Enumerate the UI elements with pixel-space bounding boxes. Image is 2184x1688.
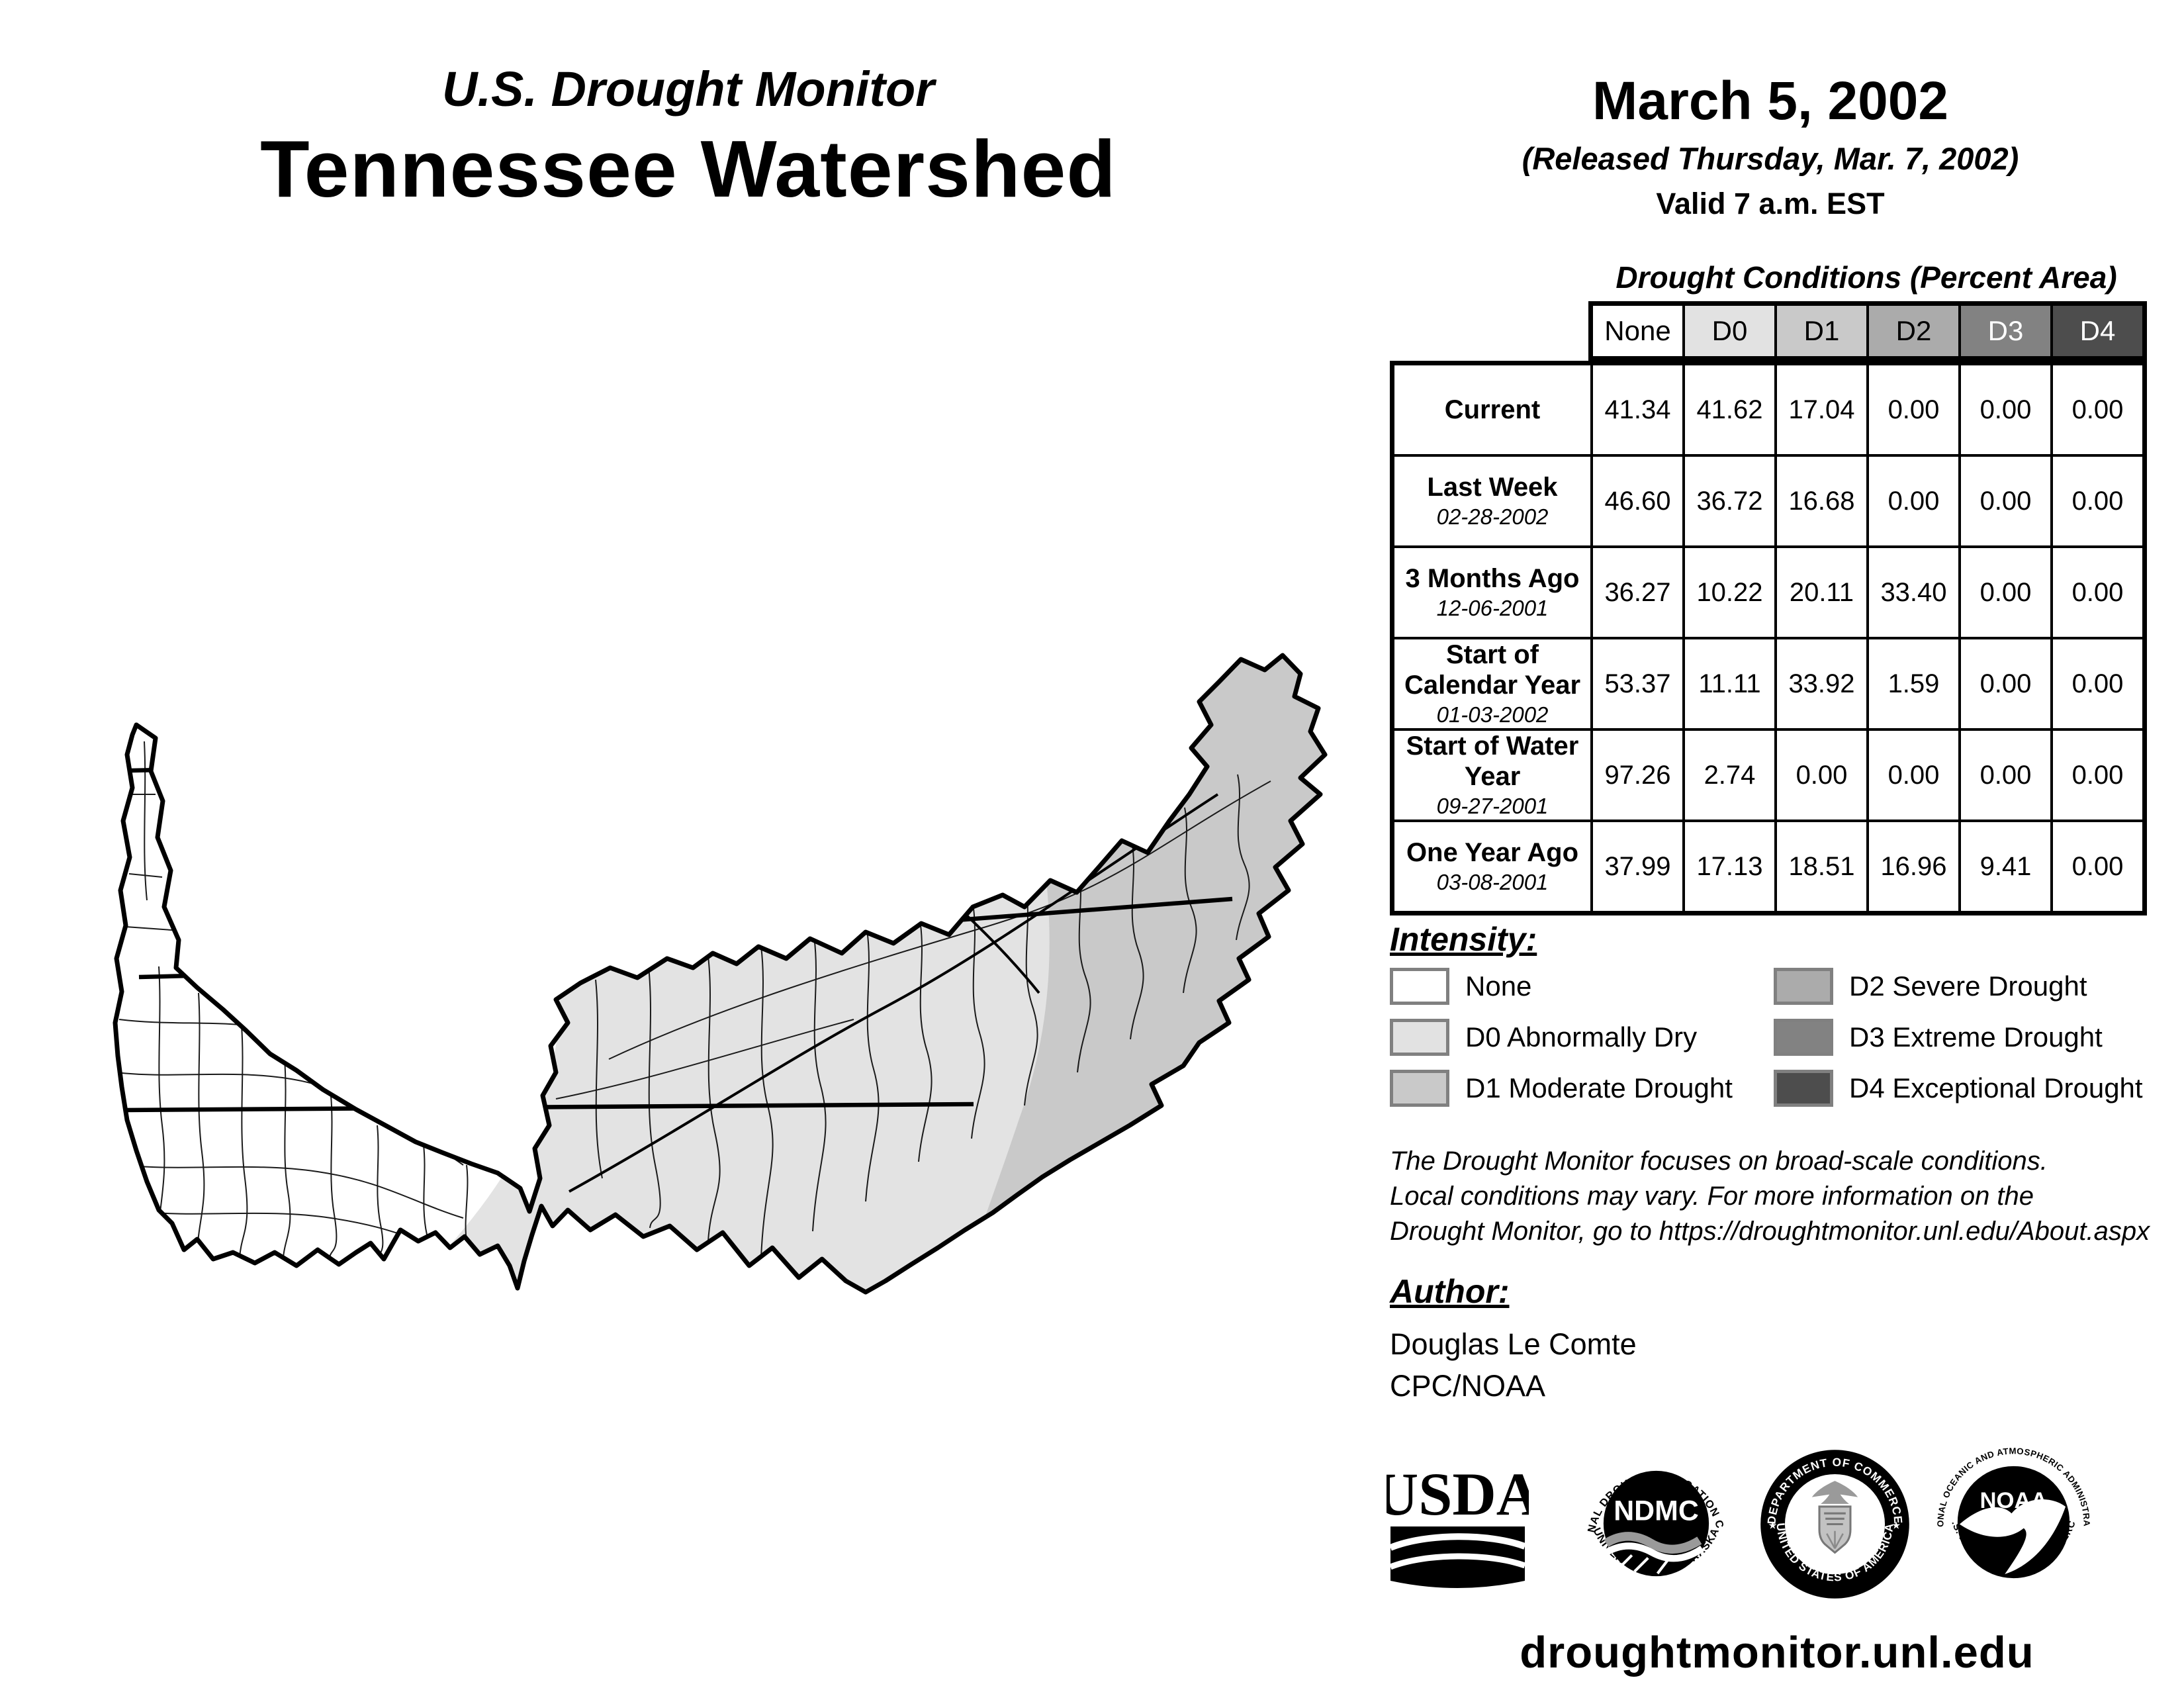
disclaimer-text: The Drought Monitor focuses on broad-sca… <box>1390 1147 2150 1246</box>
value-cell: 37.99 <box>1592 821 1684 912</box>
value-cell: 0.00 <box>1960 638 2052 729</box>
author-name: Douglas Le Comte <box>1390 1327 1637 1361</box>
row-label-start-water-year: Start of Water Year 09-27-2001 <box>1393 729 1592 821</box>
value-cell: 36.72 <box>1684 455 1776 547</box>
legend-item-d3: D3 Extreme Drought <box>1774 1019 2103 1056</box>
value-cell: 17.04 <box>1776 364 1868 455</box>
col-header-d4: D4 <box>2052 305 2144 357</box>
value-cell: 10.22 <box>1684 547 1776 638</box>
value-cell: 0.00 <box>1868 364 1960 455</box>
author-heading: Author: <box>1390 1273 1510 1310</box>
value-cell: 0.00 <box>1868 455 1960 547</box>
table-row: Current 41.34 41.62 17.04 0.00 0.00 0.00 <box>1393 364 2144 455</box>
row-label-last-week: Last Week 02-28-2002 <box>1393 455 1592 547</box>
value-cell: 18.51 <box>1776 821 1868 912</box>
col-header-d3: D3 <box>1960 305 2052 357</box>
report-title: U.S. Drought Monitor <box>442 62 934 117</box>
legend-swatch-d2 <box>1774 968 1833 1005</box>
value-cell: 9.41 <box>1960 821 2052 912</box>
legend-item-d1: D1 Moderate Drought <box>1390 1070 1733 1107</box>
table-row: One Year Ago 03-08-2001 37.99 17.13 18.51… <box>1393 821 2144 912</box>
legend-swatch-none <box>1390 968 1449 1005</box>
value-cell: 46.60 <box>1592 455 1684 547</box>
watershed-outline <box>113 653 1328 1295</box>
county-borders <box>115 694 1271 1262</box>
col-header-none: None <box>1592 305 1684 357</box>
value-cell: 0.00 <box>2052 729 2144 821</box>
legend-swatch-d1 <box>1390 1070 1449 1107</box>
noaa-wordmark: NOAA <box>1979 1488 2047 1513</box>
legend-heading: Intensity: <box>1390 921 1537 958</box>
value-cell: 0.00 <box>2052 364 2144 455</box>
table-header-row: None D0 D1 D2 D3 D4 <box>1588 301 2147 361</box>
table-row: Start of Water Year 09-27-2001 97.26 2.74… <box>1393 729 2144 821</box>
value-cell: 17.13 <box>1684 821 1776 912</box>
department-of-commerce-logo: DEPARTMENT OF COMMERCE UNITED STATES OF … <box>1754 1443 1916 1609</box>
release-date: (Released Thursday, Mar. 7, 2002) <box>1522 141 2019 176</box>
value-cell: 2.74 <box>1684 729 1776 821</box>
value-cell: 20.11 <box>1776 547 1868 638</box>
valid-time: Valid 7 a.m. EST <box>1656 187 1885 220</box>
table-title: Drought Conditions (Percent Area) <box>1615 260 2117 295</box>
noaa-gull-swoosh <box>1959 1499 2066 1575</box>
col-header-d0: D0 <box>1684 305 1776 357</box>
col-header-d2: D2 <box>1868 305 1960 357</box>
region-title: Tennessee Watershed <box>260 124 1116 214</box>
value-cell: 1.59 <box>1868 638 1960 729</box>
ndmc-logo: NATIONAL DROUGHT MITIGATION CENTER UNIVE… <box>1570 1434 1737 1609</box>
value-cell: 97.26 <box>1592 729 1684 821</box>
value-cell: 0.00 <box>1868 729 1960 821</box>
value-cell: 11.11 <box>1684 638 1776 729</box>
legend-item-d2: D2 Severe Drought <box>1774 968 2087 1005</box>
value-cell: 41.34 <box>1592 364 1684 455</box>
value-cell: 0.00 <box>2052 638 2144 729</box>
ndmc-wordmark: NDMC <box>1614 1495 1699 1526</box>
table-row: Start of Calendar Year 01-03-2002 53.37 1… <box>1393 638 2144 729</box>
droughtmonitor-url: droughtmonitor.unl.edu <box>1520 1628 2034 1677</box>
value-cell: 41.62 <box>1684 364 1776 455</box>
value-cell: 16.96 <box>1868 821 1960 912</box>
legend-swatch-d4 <box>1774 1070 1833 1107</box>
value-cell: 0.00 <box>1776 729 1868 821</box>
legend-item-none: None <box>1390 968 1531 1005</box>
value-cell: 0.00 <box>1960 547 2052 638</box>
value-cell: 33.40 <box>1868 547 1960 638</box>
row-label-start-calendar-year: Start of Calendar Year 01-03-2002 <box>1393 638 1592 729</box>
value-cell: 36.27 <box>1592 547 1684 638</box>
row-label-3-months-ago: 3 Months Ago 12-06-2001 <box>1393 547 1592 638</box>
value-cell: 0.00 <box>2052 547 2144 638</box>
legend-item-d4: D4 Exceptional Drought <box>1774 1070 2143 1107</box>
legend-item-d0: D0 Abnormally Dry <box>1390 1019 1697 1056</box>
author-org: CPC/NOAA <box>1390 1369 1546 1403</box>
value-cell: 0.00 <box>1960 729 2052 821</box>
table-row: 3 Months Ago 12-06-2001 36.27 10.22 20.11… <box>1393 547 2144 638</box>
row-label-current: Current <box>1393 364 1592 455</box>
value-cell: 0.00 <box>1960 455 2052 547</box>
legend-swatch-d3 <box>1774 1019 1833 1056</box>
value-cell: 0.00 <box>1960 364 2052 455</box>
value-cell: 0.00 <box>2052 455 2144 547</box>
noaa-logo: NATIONAL OCEANIC AND ATMOSPHERIC ADMINIS… <box>1925 1430 2098 1610</box>
value-cell: 33.92 <box>1776 638 1868 729</box>
col-header-d1: D1 <box>1776 305 1868 357</box>
drought-conditions-table: Current 41.34 41.62 17.04 0.00 0.00 0.00… <box>1390 361 2147 915</box>
svg-text:★: ★ <box>1891 1521 1901 1532</box>
svg-text:★: ★ <box>1768 1521 1777 1532</box>
doc-eagle <box>1811 1481 1858 1504</box>
usda-logo: USDA <box>1375 1460 1540 1602</box>
report-title-block: U.S. Drought Monitor Tennessee Watershed <box>126 56 1251 215</box>
row-label-one-year-ago: One Year Ago 03-08-2001 <box>1393 821 1592 912</box>
table-row: Last Week 02-28-2002 46.60 36.72 16.68 0.… <box>1393 455 2144 547</box>
legend-swatch-d0 <box>1390 1019 1449 1056</box>
usda-wordmark: USDA <box>1387 1463 1529 1528</box>
map-date: March 5, 2002 <box>1592 71 1948 131</box>
value-cell: 0.00 <box>2052 821 2144 912</box>
watershed-map <box>113 653 1328 1295</box>
value-cell: 53.37 <box>1592 638 1684 729</box>
date-block: March 5, 2002 (Released Thursday, Mar. 7… <box>1357 70 2184 223</box>
value-cell: 16.68 <box>1776 455 1868 547</box>
